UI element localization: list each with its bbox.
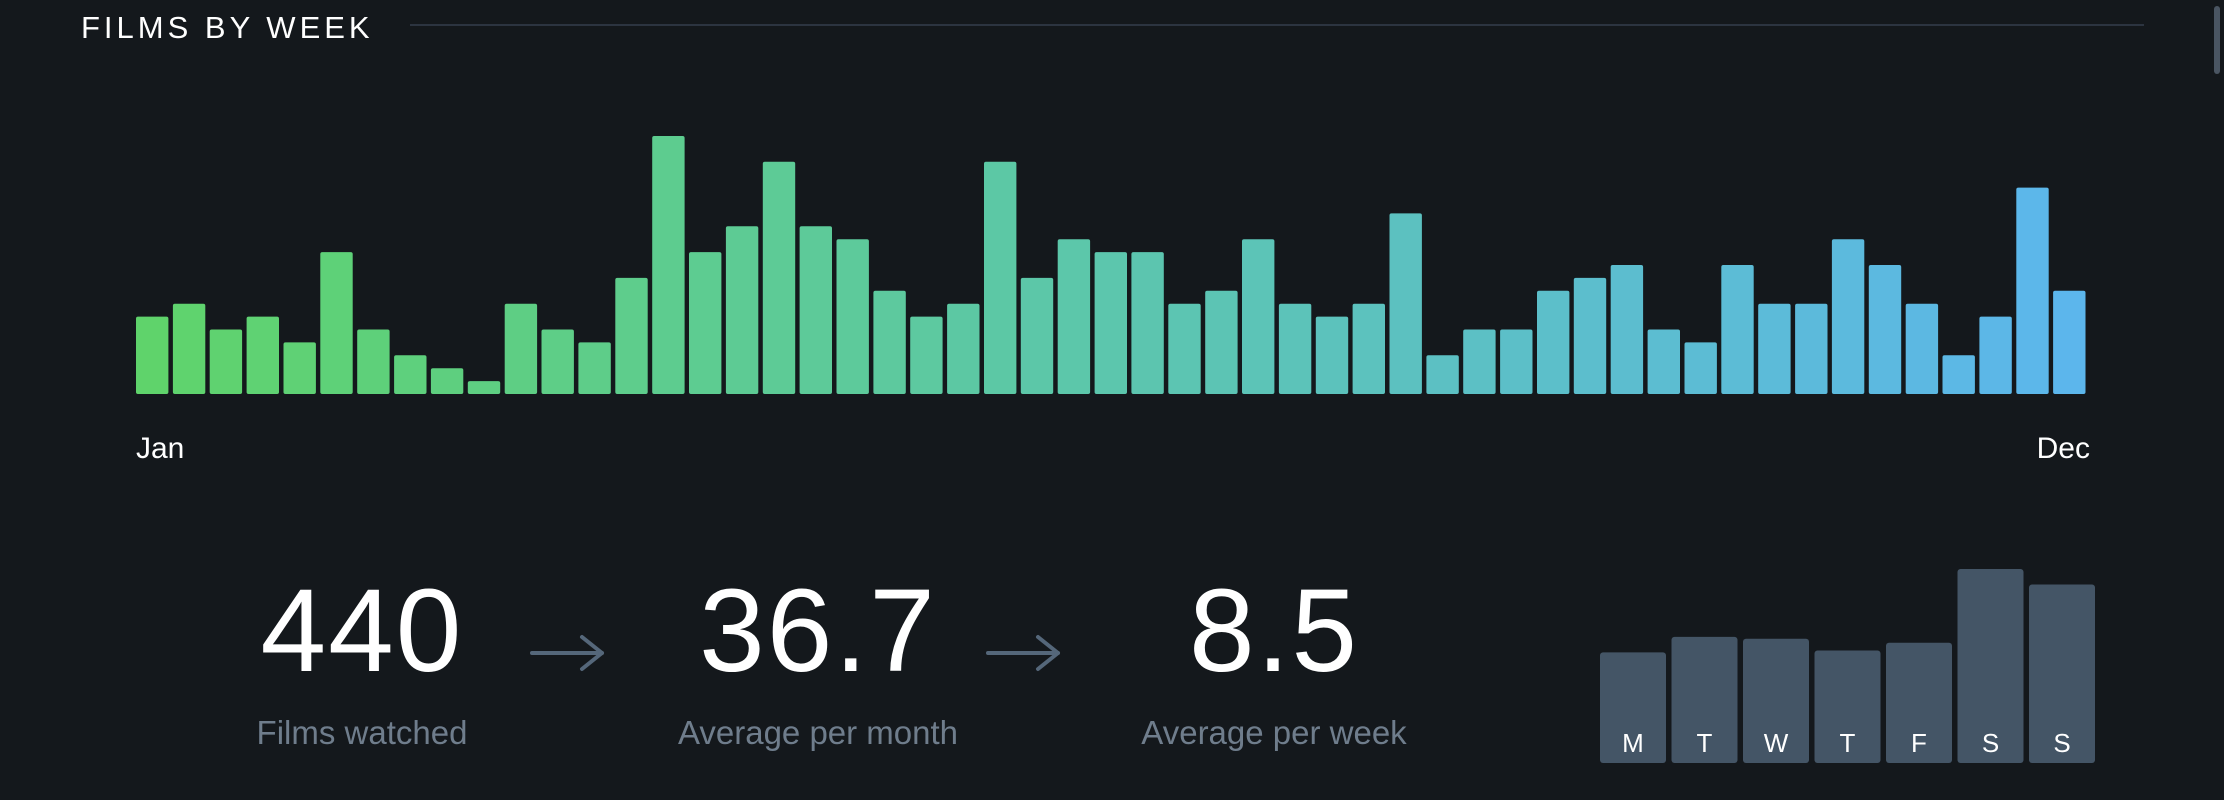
week-bar[interactable]: [1426, 355, 1459, 394]
week-bar[interactable]: [1721, 265, 1754, 394]
week-bar[interactable]: [2016, 187, 2049, 394]
week-bar[interactable]: [209, 329, 243, 395]
weekday-bar[interactable]: [1600, 652, 1666, 763]
week-bar[interactable]: [1684, 342, 1717, 394]
weekday-bar[interactable]: [1743, 638, 1809, 763]
week-bar[interactable]: [1979, 316, 2012, 394]
week-bar[interactable]: [430, 368, 464, 394]
week-bar[interactable]: [283, 342, 316, 394]
weekday-label: T: [1840, 728, 1856, 758]
section-header: FILMS BY WEEK: [81, 8, 2144, 48]
week-bar[interactable]: [1278, 303, 1312, 394]
week-bar[interactable]: [1905, 303, 1939, 394]
weekday-bar[interactable]: [2029, 584, 2095, 764]
week-bar[interactable]: [394, 355, 427, 394]
stat-label-average-per-month: Average per month: [677, 714, 959, 751]
week-bar[interactable]: [357, 329, 390, 395]
weekday-label: S: [1982, 728, 1999, 758]
week-bar[interactable]: [1463, 329, 1496, 395]
weekday-label: W: [1764, 728, 1789, 758]
week-bar[interactable]: [1795, 303, 1828, 394]
week-bar[interactable]: [762, 161, 796, 394]
week-bar[interactable]: [467, 381, 501, 394]
week-bar[interactable]: [2053, 290, 2086, 394]
week-bar[interactable]: [1057, 239, 1091, 394]
week-bar[interactable]: [984, 161, 1017, 394]
scrollbar-thumb[interactable]: [2214, 6, 2220, 74]
week-bar[interactable]: [799, 226, 832, 394]
weekday-bar[interactable]: [1814, 650, 1881, 764]
week-bar[interactable]: [1352, 303, 1385, 394]
stat-value-average-per-month: 36.7: [699, 565, 937, 697]
week-bar[interactable]: [504, 303, 538, 394]
week-bar[interactable]: [873, 290, 906, 394]
week-bar[interactable]: [1537, 290, 1570, 394]
week-bar[interactable]: [615, 277, 648, 394]
week-bar[interactable]: [172, 303, 206, 394]
week-bar[interactable]: [1389, 213, 1422, 394]
stat-value-average-per-week: 8.5: [1188, 565, 1360, 697]
week-bar[interactable]: [320, 252, 353, 394]
week-bar[interactable]: [1131, 252, 1164, 394]
stat-label-films-watched: Films watched: [256, 714, 468, 751]
week-bar[interactable]: [1315, 316, 1349, 394]
weekday-label: M: [1622, 728, 1644, 758]
stat-films-watched: 440 Films watched: [152, 572, 572, 752]
week-bar[interactable]: [836, 239, 869, 394]
weekly-films-chart: Jan Dec: [136, 136, 2090, 465]
week-bar[interactable]: [910, 316, 943, 394]
week-bar[interactable]: [947, 303, 980, 394]
x-tick-label-start: Jan: [136, 432, 184, 465]
arrow-right-icon: [986, 635, 1060, 671]
page-scrollbar[interactable]: [2208, 0, 2224, 800]
week-bar[interactable]: [1020, 277, 1054, 394]
stat-average-per-month: 36.7 Average per month: [608, 572, 1028, 752]
weekday-label: T: [1697, 728, 1713, 758]
week-bar[interactable]: [1205, 290, 1238, 394]
weekday-label: F: [1911, 728, 1927, 758]
weekday-bar[interactable]: [1671, 636, 1738, 763]
week-bar[interactable]: [136, 316, 169, 394]
week-bar[interactable]: [1500, 329, 1533, 395]
week-bar[interactable]: [725, 226, 759, 394]
section-title: FILMS BY WEEK: [81, 10, 374, 45]
week-bar[interactable]: [246, 316, 279, 394]
week-bar[interactable]: [1168, 303, 1201, 394]
week-bar[interactable]: [541, 329, 574, 395]
stat-value-films-watched: 440: [260, 565, 464, 697]
week-bar[interactable]: [1758, 303, 1791, 394]
weekday-label: S: [2053, 728, 2070, 758]
week-bar[interactable]: [1242, 239, 1275, 394]
week-bar[interactable]: [1868, 265, 1902, 394]
section-divider: [409, 24, 2144, 26]
weekday-bar[interactable]: [1957, 569, 2024, 763]
week-bar[interactable]: [1610, 265, 1644, 394]
x-tick-label-end: Dec: [2037, 432, 2090, 465]
week-bar[interactable]: [652, 136, 685, 394]
week-bar[interactable]: [1573, 277, 1607, 394]
week-bar[interactable]: [1647, 329, 1680, 395]
arrow-right-icon: [530, 635, 604, 671]
week-bar[interactable]: [689, 252, 722, 394]
week-bar[interactable]: [1942, 355, 1975, 394]
week-bar[interactable]: [1831, 239, 1865, 394]
stat-average-per-week: 8.5 Average per week: [1064, 572, 1484, 752]
stat-label-average-per-week: Average per week: [1141, 714, 1407, 751]
weekday-bar[interactable]: [1886, 642, 1952, 763]
week-bar[interactable]: [578, 342, 611, 394]
week-bar[interactable]: [1094, 252, 1127, 394]
